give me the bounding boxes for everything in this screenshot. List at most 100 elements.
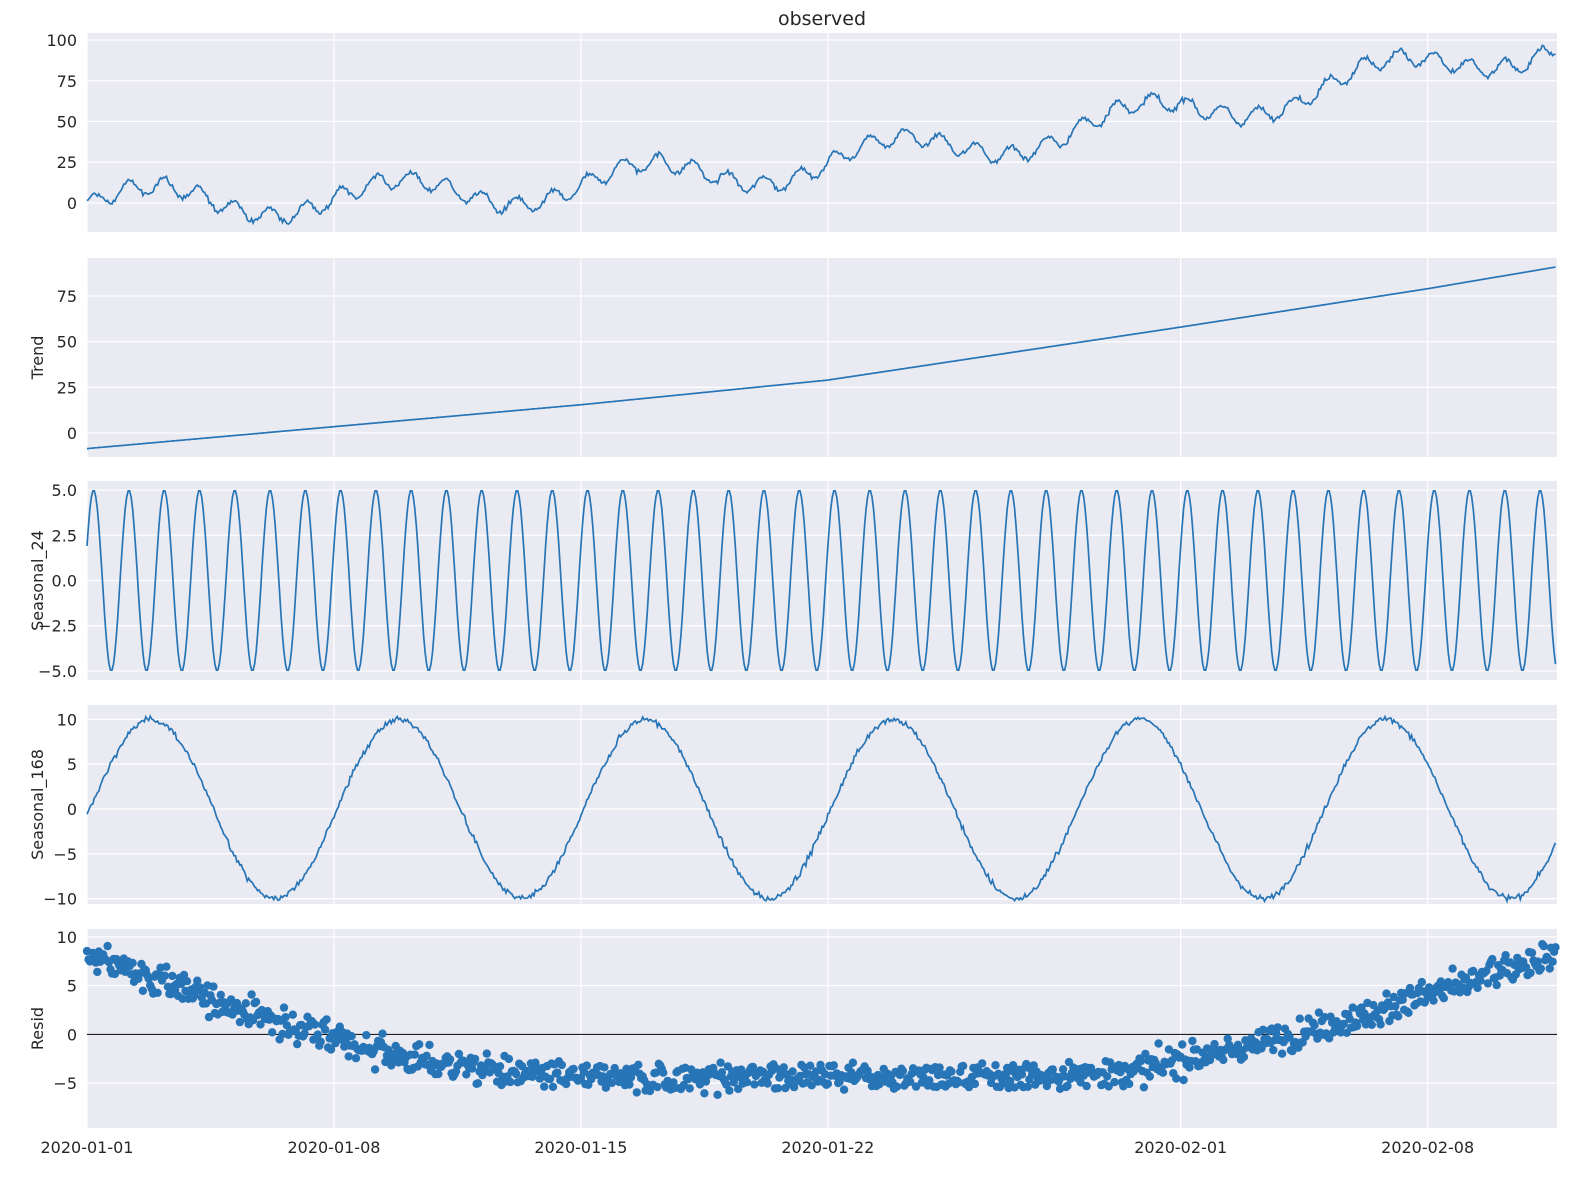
resid-point — [193, 976, 202, 985]
resid-point — [773, 1084, 783, 1093]
resid-point — [998, 1079, 1007, 1088]
resid-point — [788, 1067, 797, 1076]
resid-point — [1521, 963, 1531, 972]
x-tick-label: 2020-02-08 — [1381, 1138, 1474, 1157]
resid-point — [256, 1020, 265, 1029]
resid-point — [717, 1068, 727, 1077]
resid-point — [1310, 1021, 1319, 1030]
resid-point — [716, 1058, 725, 1067]
resid-point — [540, 1082, 549, 1091]
resid-point — [1058, 1065, 1068, 1074]
resid-point — [729, 1078, 738, 1087]
resid-point — [445, 1055, 455, 1064]
resid-point — [504, 1054, 514, 1064]
y-tick-label-seasonal_24: 5.0 — [52, 481, 77, 500]
resid-point — [160, 971, 170, 980]
resid-point — [235, 1017, 245, 1027]
resid-point — [848, 1058, 858, 1067]
resid-point — [685, 1084, 694, 1093]
y-axis-label-trend: Trend — [28, 336, 47, 381]
resid-point — [970, 1079, 980, 1089]
resid-point — [506, 1077, 515, 1087]
x-tick-label: 2020-01-22 — [781, 1138, 874, 1157]
resid-point — [610, 1063, 619, 1073]
resid-point — [1188, 1036, 1197, 1046]
resid-point — [548, 1082, 558, 1092]
resid-point — [313, 1030, 322, 1039]
series-line-seasonal_24 — [86, 489, 1557, 672]
resid-point — [316, 1037, 325, 1046]
resid-point — [651, 1068, 661, 1077]
resid-point — [1185, 1063, 1194, 1072]
resid-point — [1526, 968, 1535, 978]
resid-point — [763, 1079, 772, 1088]
series-line-trend — [86, 266, 1556, 450]
resid-point — [823, 1079, 833, 1088]
y-axis-label-resid: Resid — [28, 1007, 47, 1050]
resid-point — [622, 1064, 631, 1074]
y-tick-label-resid: 5 — [67, 977, 77, 996]
resid-point — [1008, 1061, 1018, 1070]
resid-point — [528, 1072, 537, 1082]
resid-point — [653, 1082, 662, 1092]
resid-point — [1082, 1081, 1091, 1091]
x-tick-label: 2020-01-01 — [41, 1138, 134, 1157]
resid-point — [495, 1062, 505, 1071]
resid-point — [935, 1063, 944, 1072]
chart-title: observed — [778, 8, 866, 30]
resid-point — [293, 1039, 302, 1049]
resid-point — [1103, 1072, 1112, 1081]
resid-point — [473, 1079, 483, 1088]
resid-point — [892, 1082, 902, 1091]
resid-point — [1367, 1020, 1377, 1029]
resid-point — [545, 1074, 555, 1084]
resid-point — [713, 1090, 722, 1100]
y-tick-label-seasonal_24: 0.0 — [52, 572, 77, 591]
y-tick-label-seasonal_168: 5 — [67, 755, 77, 774]
panel-seasonal_168-background — [87, 705, 1557, 904]
resid-point — [789, 1082, 799, 1092]
resid-point — [898, 1066, 908, 1076]
resid-point — [415, 1040, 424, 1049]
resid-point — [829, 1061, 838, 1070]
resid-point — [839, 1085, 849, 1094]
resid-point — [632, 1088, 641, 1097]
resid-point — [425, 1040, 434, 1050]
resid-point — [1006, 1076, 1015, 1086]
y-tick-label-resid: 10 — [57, 928, 77, 947]
resid-point — [410, 1050, 419, 1059]
resid-point — [925, 1076, 934, 1085]
resid-point — [178, 994, 187, 1003]
resid-point — [1154, 1039, 1163, 1048]
resid-point — [128, 958, 137, 968]
resid-point — [569, 1064, 578, 1074]
resid-point — [347, 1032, 356, 1041]
resid-point — [1104, 1082, 1113, 1091]
resid-point — [153, 988, 162, 997]
resid-point — [268, 1028, 277, 1037]
resid-point — [1314, 1008, 1324, 1017]
resid-point — [1536, 964, 1546, 973]
resid-point — [310, 1020, 320, 1029]
resid-point — [247, 990, 256, 999]
resid-point — [1145, 1072, 1155, 1081]
resid-point — [557, 1060, 566, 1070]
resid-point — [1110, 1077, 1119, 1087]
resid-point — [750, 1080, 759, 1089]
resid-point — [362, 1031, 371, 1040]
resid-point — [93, 967, 102, 977]
resid-point — [1295, 1014, 1305, 1023]
resid-point — [562, 1079, 571, 1089]
resid-point — [387, 1061, 396, 1070]
resid-point — [1158, 1068, 1168, 1077]
resid-point — [467, 1064, 477, 1073]
x-tick-label: 2020-01-15 — [534, 1138, 627, 1157]
resid-point — [748, 1062, 758, 1072]
resid-point — [1539, 941, 1549, 951]
resid-point — [906, 1077, 915, 1087]
resid-point — [204, 1012, 214, 1022]
resid-point — [601, 1083, 611, 1092]
resid-point — [182, 977, 192, 986]
resid-point — [911, 1082, 921, 1091]
resid-point — [1141, 1049, 1150, 1059]
